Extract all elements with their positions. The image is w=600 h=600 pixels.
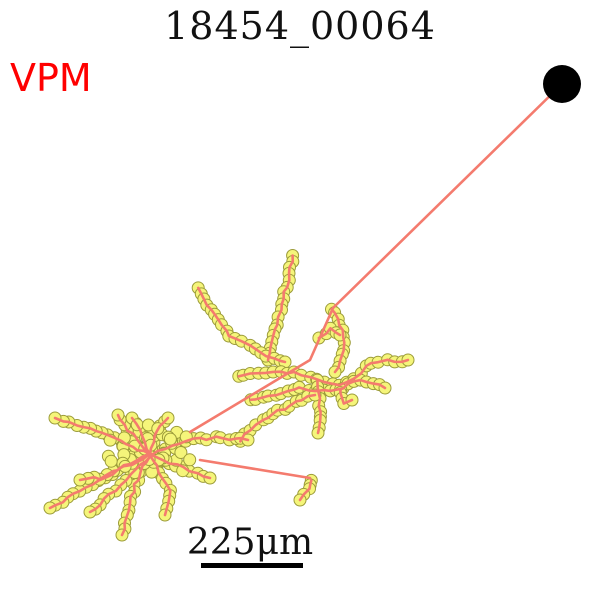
axon-branch	[148, 454, 172, 517]
bouton	[104, 454, 118, 468]
axon-branch	[249, 378, 387, 402]
axon-branch	[317, 326, 342, 340]
axon-branch	[298, 479, 313, 502]
axon-branch	[239, 393, 317, 443]
main-axon	[331, 82, 564, 310]
scale-bar-label: 225μm	[186, 522, 314, 563]
axon-branch	[149, 453, 212, 480]
soma	[543, 65, 581, 103]
neuron-id-title: 18454_00064	[164, 4, 436, 48]
axon-branch	[237, 358, 410, 387]
axon-branch	[330, 307, 346, 374]
axon-branch	[48, 452, 151, 510]
axon-branch	[130, 416, 153, 458]
axon-branch	[196, 286, 287, 364]
axon-branch	[316, 378, 322, 435]
bouton	[163, 432, 177, 446]
region-label: VPM	[10, 56, 92, 100]
axon-branch	[148, 416, 170, 457]
axon-branch	[149, 435, 250, 457]
axon-layer	[48, 82, 564, 537]
axon-branch	[338, 387, 354, 405]
axon-trunk	[198, 458, 312, 480]
bouton-layer	[43, 249, 415, 542]
axon-branch	[88, 454, 153, 514]
bouton	[174, 446, 188, 459]
axon-branch	[78, 452, 152, 482]
axon-branch	[120, 452, 153, 537]
axon-branch	[53, 416, 150, 455]
axon-branch	[116, 413, 152, 456]
bouton	[183, 453, 197, 467]
axon-trunk	[188, 306, 335, 434]
scale-bar	[201, 563, 303, 568]
axon-branch	[266, 254, 295, 362]
